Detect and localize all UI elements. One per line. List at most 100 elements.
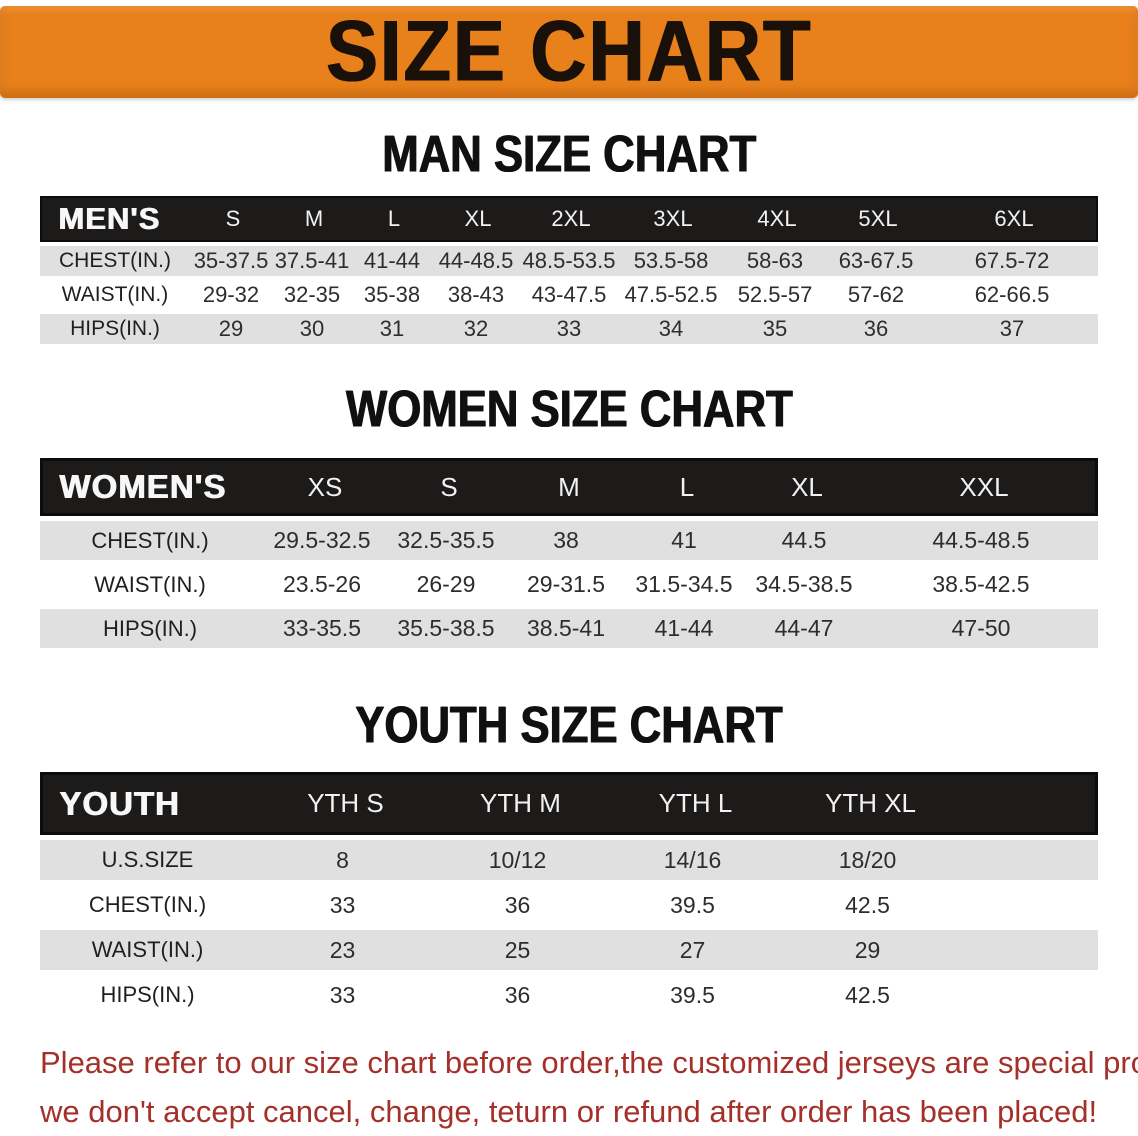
row-value: 33 — [329, 981, 356, 1008]
row-value: 23.5-26 — [282, 571, 361, 597]
table-size-header: XXL — [959, 471, 1009, 502]
table-size-header: S — [225, 206, 241, 231]
row-value: 43-47.5 — [531, 282, 607, 307]
row-label: CHEST(IN.) — [59, 249, 171, 272]
row-value: 36 — [504, 891, 531, 918]
row-value: 53.5-58 — [633, 248, 709, 273]
man-size-chart-heading-text: MAN SIZE CHART — [382, 124, 756, 183]
table-row: CHEST(IN.) 33 36 39.5 42.5 — [40, 885, 1098, 925]
row-value: 62-66.5 — [974, 282, 1050, 307]
row-value: 10/12 — [488, 846, 547, 873]
table-body: CHEST(IN.) 35-37.5 37.5-41 41-44 44-48.5 48.5… — [40, 246, 1098, 344]
row-value: 44.5-48.5 — [932, 527, 1030, 553]
table-body: U.S.SIZE 8 10/12 14/16 18/20 CHEST(IN.) 33 36 39… — [40, 840, 1098, 1015]
row-value: 52.5-57 — [737, 282, 813, 307]
table-size-header: 6XL — [994, 206, 1034, 231]
table-size-header: 3XL — [653, 206, 693, 231]
row-value: 44.5 — [781, 527, 827, 553]
table-size-header: M — [558, 471, 580, 502]
row-value: 57-62 — [847, 282, 905, 307]
row-value: 32-35 — [283, 282, 341, 307]
row-value: 47.5-52.5 — [624, 282, 718, 307]
row-value: 29 — [218, 316, 244, 341]
table-row: CHEST(IN.) 29.5-32.5 32.5-35.5 38 41 44.5 44.5… — [40, 521, 1098, 560]
row-value: 31 — [379, 316, 405, 341]
table-size-header: XL — [464, 206, 492, 231]
row-value: 29-32 — [202, 282, 260, 307]
table-group-label: MEN'S — [58, 201, 160, 236]
table-row: WAIST(IN.) 23.5-26 26-29 29-31.5 31.5-34.5 34… — [40, 565, 1098, 604]
row-value: 31.5-34.5 — [635, 571, 733, 597]
table-size-header: S — [440, 471, 458, 502]
row-value: 48.5-53.5 — [522, 248, 616, 273]
row-value: 41 — [671, 527, 697, 553]
row-value: 34.5-38.5 — [755, 571, 853, 597]
table-body: CHEST(IN.) 29.5-32.5 32.5-35.5 38 41 44.5 44.5… — [40, 521, 1098, 648]
row-value: 26-29 — [416, 571, 476, 597]
table-size-header: M — [304, 206, 324, 231]
table-size-header: L — [679, 471, 695, 502]
youth-size-table: YOUTH YTH S YTH M YTH L YTH XL U.S.SIZE 8 10/12… — [40, 772, 1098, 1015]
youth-size-chart-heading: YOUTH SIZE CHART — [0, 695, 1138, 754]
row-value: 44-48.5 — [438, 248, 514, 273]
row-value: 30 — [299, 316, 325, 341]
row-value: 27 — [679, 936, 706, 963]
table-size-header: YTH M — [480, 788, 561, 818]
row-value: 38-43 — [447, 282, 505, 307]
row-value: 67.5-72 — [974, 248, 1050, 273]
women-size-table: WOMEN'S XS S M L XL XXL CHEST(IN.) 29.5-32.5 32.5… — [40, 458, 1098, 648]
row-value: 35-37.5 — [193, 248, 269, 273]
row-value: 38 — [553, 527, 579, 553]
row-value: 41-44 — [363, 248, 421, 273]
row-value: 38.5-41 — [526, 615, 605, 641]
row-label: WAIST(IN.) — [94, 571, 206, 597]
women-size-chart-heading: WOMEN SIZE CHART — [0, 379, 1138, 437]
table-size-header: 4XL — [757, 206, 797, 231]
row-value: 35.5-38.5 — [397, 615, 495, 641]
row-value: 35 — [762, 316, 788, 341]
table-header-row: WOMEN'S XS S M L XL XXL — [40, 458, 1098, 516]
row-value: 58-63 — [746, 248, 804, 273]
row-label: U.S.SIZE — [101, 847, 194, 872]
table-size-header: 2XL — [551, 206, 591, 231]
row-value: 36 — [504, 981, 531, 1008]
table-size-header: XS — [307, 471, 343, 502]
man-size-chart-heading: MAN SIZE CHART — [0, 124, 1138, 183]
row-value: 37 — [999, 316, 1025, 341]
row-label: HIPS(IN.) — [100, 982, 195, 1007]
row-value: 42.5 — [845, 981, 890, 1008]
banner-title: SIZE CHART — [325, 3, 813, 100]
row-value: 41-44 — [654, 615, 714, 641]
row-label: HIPS(IN.) — [102, 615, 198, 641]
row-label: WAIST(IN.) — [61, 283, 169, 306]
row-value: 47-50 — [951, 615, 1011, 641]
disclaimer-line-2: we don't accept cancel, change, teturn o… — [40, 1094, 1098, 1129]
table-header-row: YOUTH YTH S YTH M YTH L YTH XL — [40, 772, 1098, 835]
row-value: 44-47 — [774, 615, 834, 641]
row-value: 63-67.5 — [838, 248, 914, 273]
row-value: 32 — [463, 316, 489, 341]
table-row: HIPS(IN.) 29 30 31 32 33 34 35 36 37 — [40, 314, 1098, 344]
row-value: 39.5 — [670, 981, 715, 1008]
row-value: 33-35.5 — [282, 615, 361, 641]
men-size-table: MEN'S S M L XL 2XL 3XL 4XL 5XL 6XL CHEST(IN.) 35-37… — [40, 196, 1098, 344]
row-value: 42.5 — [845, 891, 890, 918]
table-header-row: MEN'S S M L XL 2XL 3XL 4XL 5XL 6XL — [40, 196, 1098, 242]
table-row: HIPS(IN.) 33-35.5 35.5-38.5 38.5-41 41-44 44-… — [40, 609, 1098, 648]
row-value: 18/20 — [838, 846, 897, 873]
table-size-header: 5XL — [858, 206, 898, 231]
table-size-header: YTH XL — [824, 788, 917, 818]
youth-size-chart-heading-text: YOUTH SIZE CHART — [355, 695, 783, 754]
row-value: 33 — [556, 316, 582, 341]
row-value: 38.5-42.5 — [932, 571, 1030, 597]
row-value: 33 — [329, 891, 356, 918]
table-row: CHEST(IN.) 35-37.5 37.5-41 41-44 44-48.5 48.5… — [40, 246, 1098, 276]
row-value: 35-38 — [363, 282, 421, 307]
row-value: 34 — [658, 316, 684, 341]
table-size-header: L — [387, 206, 401, 231]
row-value: 37.5-41 — [274, 248, 350, 273]
row-value: 32.5-35.5 — [397, 527, 495, 553]
row-label: HIPS(IN.) — [70, 317, 160, 340]
row-value: 39.5 — [670, 891, 715, 918]
row-value: 14/16 — [663, 846, 722, 873]
